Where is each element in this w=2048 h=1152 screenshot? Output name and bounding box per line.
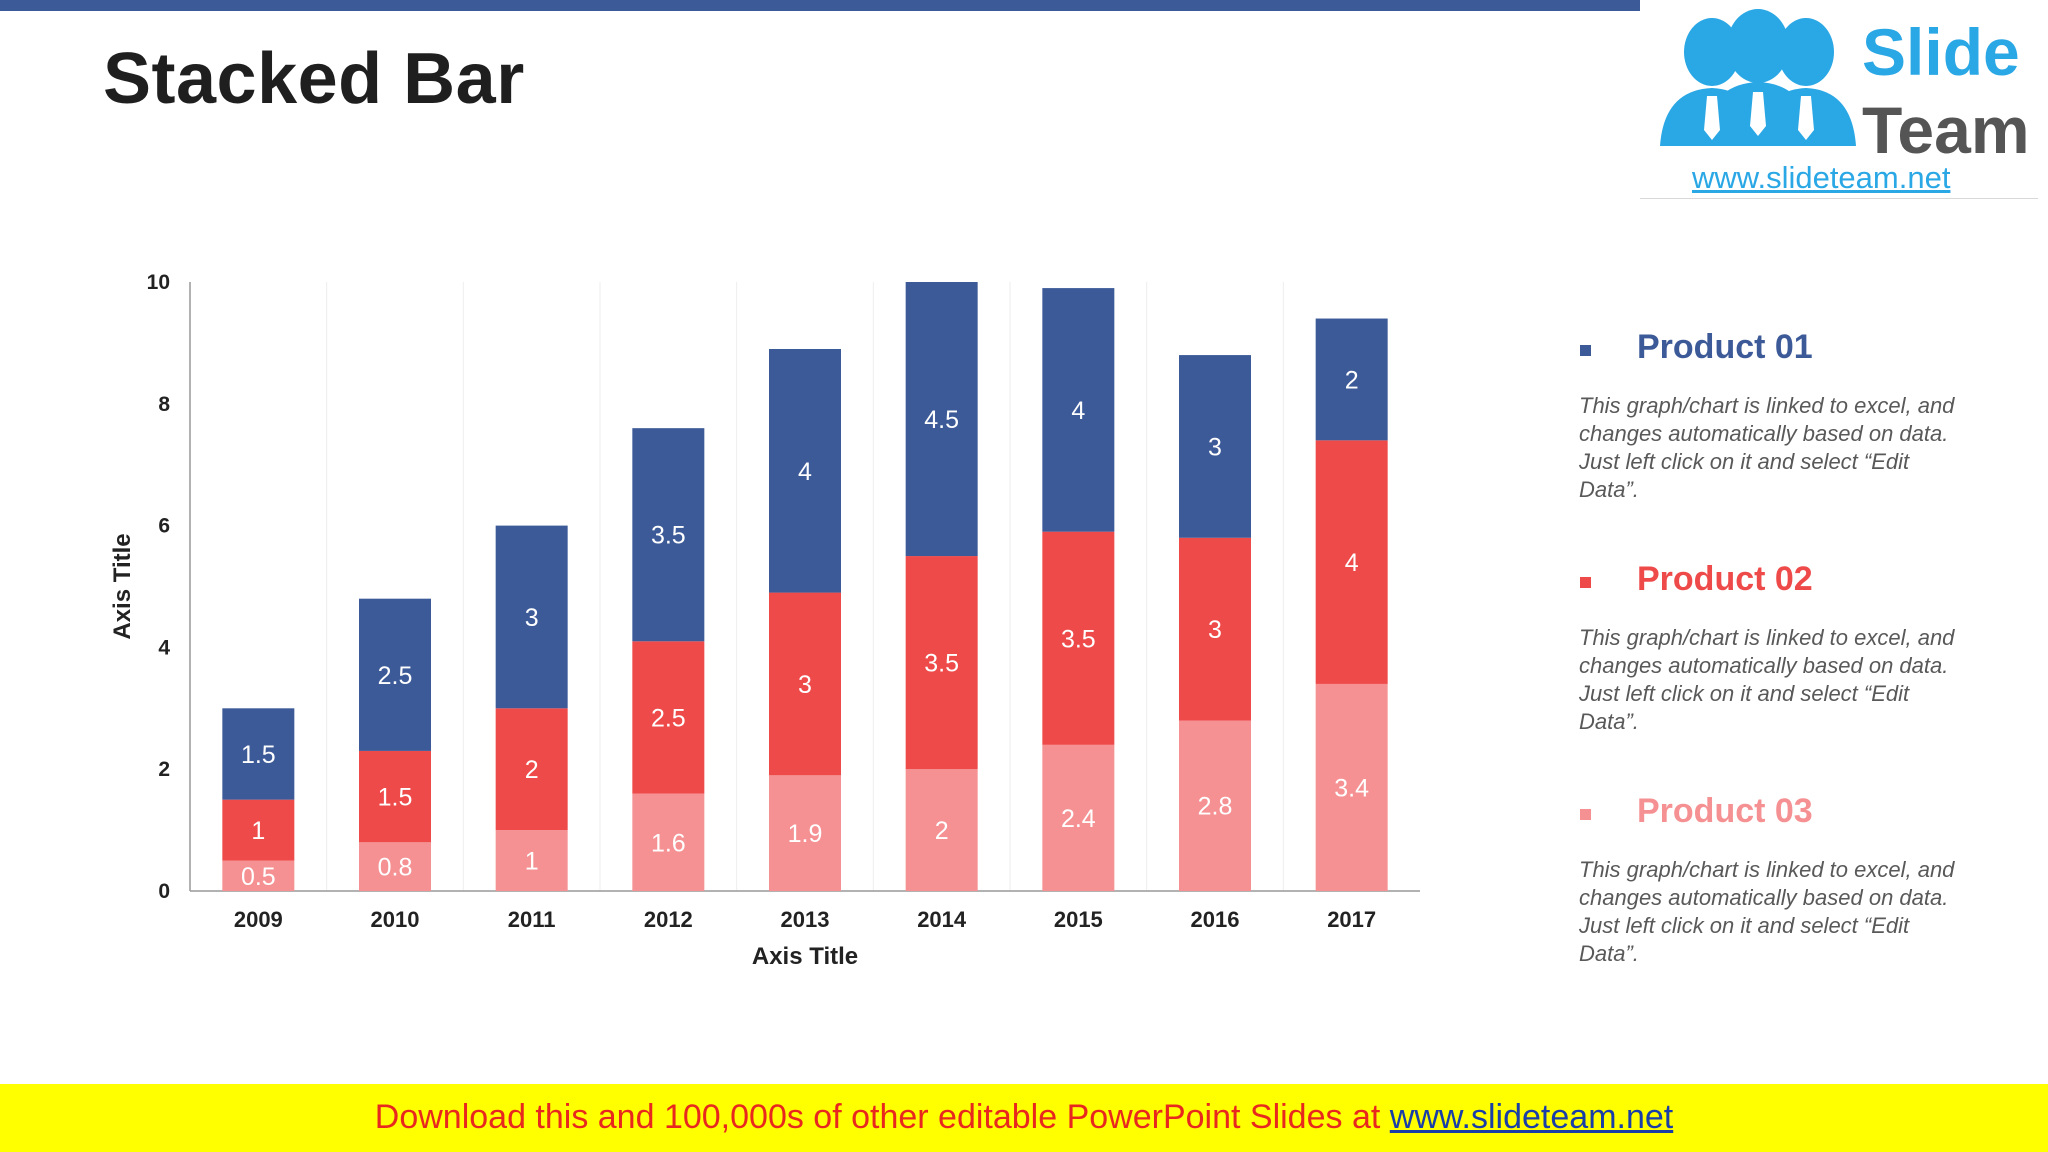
legend-description: This graph/chart is linked to excel, and… xyxy=(1579,857,1955,966)
data-label: 2.5 xyxy=(378,662,413,690)
data-label: 4 xyxy=(798,458,812,486)
legend-label: Product 03 xyxy=(1637,792,1813,830)
bar-segment xyxy=(1315,683,1388,891)
data-label: 2 xyxy=(935,817,949,845)
bar-segment xyxy=(495,708,568,831)
legend-item-product-03: Product 03 This graph/chart is linked to… xyxy=(1578,792,1958,1024)
legend-label: Product 01 xyxy=(1637,328,1813,366)
y-tick-label: 10 xyxy=(147,271,170,294)
data-label: 3.5 xyxy=(924,650,959,678)
bar-segment xyxy=(1042,744,1115,891)
data-label: 2.8 xyxy=(1198,793,1233,821)
footer-message: Download this and 100,000s of other edit… xyxy=(374,1098,1390,1136)
x-tick-label: 2013 xyxy=(781,907,830,932)
legend-label: Product 02 xyxy=(1637,560,1813,598)
page-title: Stacked Bar xyxy=(103,39,525,119)
data-label: 3.5 xyxy=(1061,625,1096,653)
bar-segment xyxy=(632,641,705,794)
data-label: 1.9 xyxy=(788,820,823,848)
data-label: 3 xyxy=(798,671,812,699)
bar-segment xyxy=(359,750,431,843)
data-label: 4 xyxy=(1071,397,1085,425)
slideteam-logo[interactable]: Slide Team www.slideteam.net xyxy=(1640,0,2038,199)
legend-bullet xyxy=(1580,809,1591,820)
footer-link[interactable]: www.slideteam.net xyxy=(1389,1098,1674,1136)
bar-segment xyxy=(222,799,295,861)
x-tick-label: 2014 xyxy=(917,907,967,932)
legend-item-product-02: Product 02 This graph/chart is linked to… xyxy=(1578,560,1958,792)
footer-text: Download this and 100,000s of other edit… xyxy=(0,1098,2048,1137)
data-label: 2.4 xyxy=(1061,805,1096,833)
bar-segment xyxy=(632,793,705,891)
bar-segment xyxy=(1315,318,1388,441)
bar-segment xyxy=(1315,440,1388,684)
bar-segment xyxy=(495,830,568,891)
bar-segment xyxy=(905,556,978,770)
data-label: 2 xyxy=(525,756,539,784)
bar-segment xyxy=(359,842,431,891)
stacked-bar-chart: 0 2 4 6 8 10 0.5 1 1.5 2009 0.8 1.5 2.5 2010 1 2 3 2011 1.… xyxy=(109,271,1420,970)
legend-description: This graph/chart is linked to excel, and… xyxy=(1579,625,1955,734)
bar-segment xyxy=(769,775,841,891)
bar-segment xyxy=(1042,531,1115,745)
bar-segment xyxy=(222,860,295,891)
bar-segment xyxy=(905,769,978,891)
footer-banner: Download this and 100,000s of other edit… xyxy=(0,1084,2048,1152)
logo-team-text: Team xyxy=(1862,93,2030,167)
top-accent-bar xyxy=(0,0,1640,11)
bar-segment xyxy=(769,348,841,593)
y-tick-label: 4 xyxy=(158,636,170,659)
data-label: 3.4 xyxy=(1334,774,1369,802)
x-tick-label: 2009 xyxy=(234,907,283,932)
data-label: 3 xyxy=(1208,433,1222,461)
x-tick-label: 2017 xyxy=(1327,907,1376,932)
x-tick-label: 2010 xyxy=(371,907,420,932)
x-tick-label: 2016 xyxy=(1191,907,1240,932)
legend-item-product-01: Product 01 This graph/chart is linked to… xyxy=(1578,328,1958,560)
y-axis-title: Axis Title xyxy=(109,533,136,639)
data-label: 0.5 xyxy=(241,863,276,891)
data-label: 4.5 xyxy=(924,406,959,434)
bar-segment xyxy=(1179,355,1251,538)
logo-url-link[interactable]: www.slideteam.net xyxy=(1692,160,1951,195)
data-label: 1.5 xyxy=(378,784,413,812)
data-label: 1 xyxy=(525,848,539,876)
y-tick-label: 6 xyxy=(158,515,170,538)
bar-segment xyxy=(1179,720,1251,891)
bar-segment xyxy=(769,592,841,776)
data-label: 1 xyxy=(251,817,265,845)
bar-segment xyxy=(1042,288,1115,532)
y-tick-label: 8 xyxy=(158,393,170,416)
x-tick-label: 2011 xyxy=(508,907,556,932)
y-tick-label: 0 xyxy=(158,880,170,903)
bar-segment xyxy=(222,708,295,800)
x-tick-label: 2015 xyxy=(1054,907,1103,932)
data-label: 3.5 xyxy=(651,522,686,550)
y-tick-label: 2 xyxy=(158,758,170,781)
bar-segment xyxy=(632,428,705,642)
people-icon xyxy=(1660,9,1856,146)
data-label: 1.6 xyxy=(651,829,686,857)
bar-segment xyxy=(495,525,568,709)
logo-slide-text: Slide xyxy=(1862,15,2020,89)
legend-bullet xyxy=(1580,345,1591,356)
data-label: 3 xyxy=(525,604,539,632)
data-label: 2.5 xyxy=(651,704,686,732)
data-label: 0.8 xyxy=(378,854,413,882)
data-label: 1.5 xyxy=(241,741,276,769)
legend-description: This graph/chart is linked to excel, and… xyxy=(1579,393,1955,502)
bar-segment xyxy=(1179,537,1251,721)
legend-panel: Product 01 This graph/chart is linked to… xyxy=(1578,328,1958,1024)
x-axis-title: Axis Title xyxy=(752,943,858,970)
data-label: 4 xyxy=(1345,549,1359,577)
bar-segment xyxy=(359,598,431,751)
data-label: 3 xyxy=(1208,616,1222,644)
x-tick-label: 2012 xyxy=(644,907,693,932)
legend-bullet xyxy=(1580,577,1591,588)
data-label: 2 xyxy=(1345,366,1359,394)
bar-segment xyxy=(905,282,978,557)
